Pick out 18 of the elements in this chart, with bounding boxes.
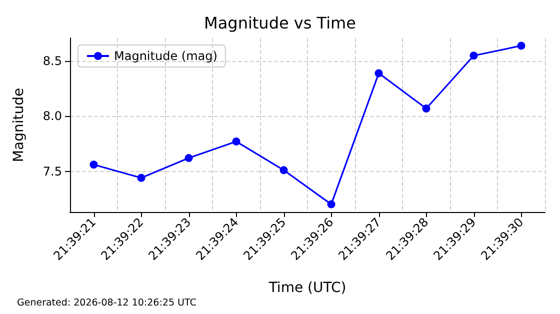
point: [327, 200, 336, 208]
chart-title: Magnitude vs Time: [204, 14, 356, 32]
point: [517, 42, 526, 50]
y-tick-label: 8.5: [42, 54, 62, 68]
y-tick-label: 7.5: [42, 164, 62, 178]
point: [232, 138, 240, 146]
x-axis-title: Time (UTC): [268, 280, 346, 296]
point: [470, 52, 478, 60]
point: [90, 160, 98, 169]
point: [422, 104, 430, 112]
point: [374, 69, 383, 78]
text: Generated: 2026-08-12 10:26:25 UTC: [17, 298, 197, 308]
point: [280, 166, 288, 174]
point: [137, 174, 146, 182]
legend-label: Magnitude (mag): [114, 49, 218, 63]
point: [184, 154, 193, 162]
y-axis-title: Magnitude: [11, 88, 27, 162]
y-tick-label: 8.0: [42, 109, 62, 124]
